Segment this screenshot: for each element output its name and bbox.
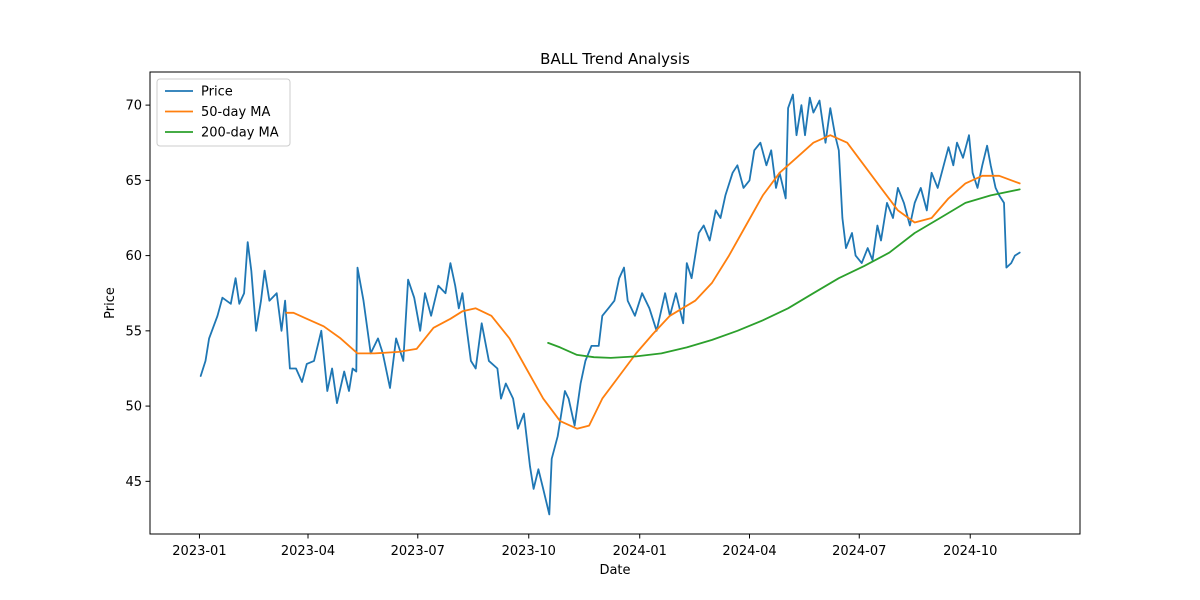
x-axis-title: Date [599, 563, 630, 578]
legend-label: Price [201, 85, 233, 100]
series-line-50-day-ma [285, 134, 1021, 430]
y-axis: 45 50 55 60 65 70 [125, 99, 150, 490]
x-tick-label: 2024-10 [943, 544, 997, 559]
x-tick-label: 2023-07 [391, 544, 445, 559]
plot-area: 2023-01 2023-04 2023-07 2023-10 2024-01 2024-… [125, 71, 1081, 559]
x-tick-label: 2023-10 [502, 544, 556, 559]
series-line-price [199, 93, 1021, 516]
y-tick-label: 50 [125, 400, 142, 415]
y-axis-title: Price [103, 287, 118, 319]
plot-frame [149, 71, 1081, 535]
chart-title: BALL Trend Analysis [540, 50, 690, 68]
x-tick-label: 2023-04 [281, 544, 335, 559]
x-tick-label: 2024-07 [832, 544, 886, 559]
y-tick-label: 45 [125, 475, 142, 490]
y-tick-label: 70 [125, 99, 142, 114]
x-tick-label: 2024-04 [722, 544, 776, 559]
series-line-200-day-ma [547, 188, 1021, 359]
x-axis: 2023-01 2023-04 2023-07 2023-10 2024-01 2024-… [172, 534, 997, 559]
legend-box [156, 78, 291, 147]
legend-label: 50-day MA [201, 105, 270, 120]
legend-items: Price 50-day MA 200-day MA [165, 85, 279, 141]
series-layer [199, 93, 1021, 516]
legend-label: 200-day MA [201, 126, 279, 141]
y-tick-label: 60 [125, 249, 142, 264]
legend: Price 50-day MA 200-day MA [156, 78, 291, 147]
x-tick-label: 2024-01 [613, 544, 667, 559]
y-tick-label: 55 [125, 324, 142, 339]
x-tick-label: 2023-01 [172, 544, 226, 559]
y-tick-label: 65 [125, 174, 142, 189]
